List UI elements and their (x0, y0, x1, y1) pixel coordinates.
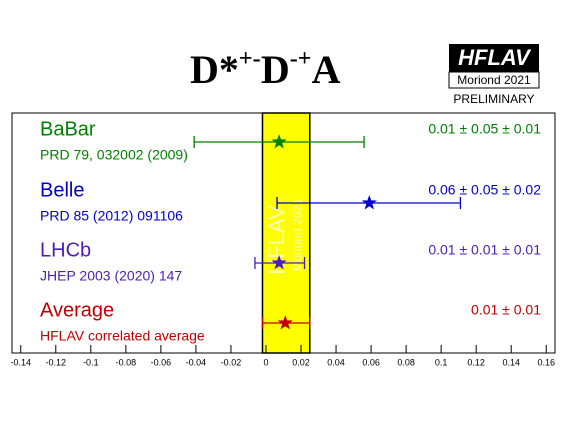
entry-name: LHCb (40, 239, 91, 261)
title-part: D* (190, 47, 239, 92)
title-sup: -+ (290, 46, 312, 72)
star-marker (361, 195, 377, 210)
logo-name: HFLAV (458, 45, 532, 70)
value-label: 0.01 ± 0.05 ± 0.01 (428, 121, 541, 137)
title-sup: +- (239, 46, 261, 72)
entry-reference: PRD 79, 032002 (2009) (40, 147, 188, 163)
x-tick-label: -0.08 (116, 357, 137, 367)
logo: HFLAV Moriond 2021 PRELIMINARY (448, 44, 540, 106)
title-part: D (261, 47, 290, 92)
x-tick-label: 0.06 (362, 357, 380, 367)
star-marker (277, 315, 293, 330)
x-tick-label: 0.04 (327, 357, 345, 367)
entry-reference: JHEP 2003 (2020) 147 (40, 268, 182, 284)
entry-reference: HFLAV correlated average (40, 328, 205, 344)
entry-reference: PRD 85 (2012) 091106 (40, 208, 183, 224)
logo-sub-box (448, 71, 540, 89)
x-tick-label: 0.08 (397, 357, 415, 367)
value-label: 0.06 ± 0.05 ± 0.02 (428, 182, 541, 198)
x-tick-label: 0.12 (467, 357, 485, 367)
x-tick-label: 0.02 (292, 357, 310, 367)
x-tick-label: -0.04 (186, 357, 207, 367)
x-tick-label: 0 (263, 357, 268, 367)
x-tick-label: -0.02 (221, 357, 242, 367)
x-tick-label: -0.1 (83, 357, 99, 367)
entry-name: Average (40, 299, 114, 321)
band-sublabel: Moriond 2021 (290, 198, 304, 272)
x-tick-label: 0.16 (537, 357, 555, 367)
star-marker (271, 255, 287, 270)
logo-conference: Moriond 2021 (457, 73, 531, 87)
plot-frame (11, 112, 556, 354)
x-tick-label: -0.12 (46, 357, 67, 367)
logo-status: PRELIMINARY (453, 92, 534, 106)
x-tick-label: 0.14 (502, 357, 520, 367)
x-tick-label: -0.06 (151, 357, 172, 367)
entry-name: BaBar (40, 118, 96, 140)
x-tick-label: 0.1 (435, 357, 448, 367)
value-label: 0.01 ± 0.01 (471, 302, 541, 318)
star-marker (271, 134, 287, 149)
x-tick-label: -0.14 (11, 357, 32, 367)
value-label: 0.01 ± 0.01 ± 0.01 (428, 242, 541, 258)
logo-box (449, 44, 539, 72)
entry-name: Belle (40, 179, 84, 201)
chart-title: D*+- D-+ A (190, 46, 341, 93)
title-part: A (312, 47, 341, 92)
